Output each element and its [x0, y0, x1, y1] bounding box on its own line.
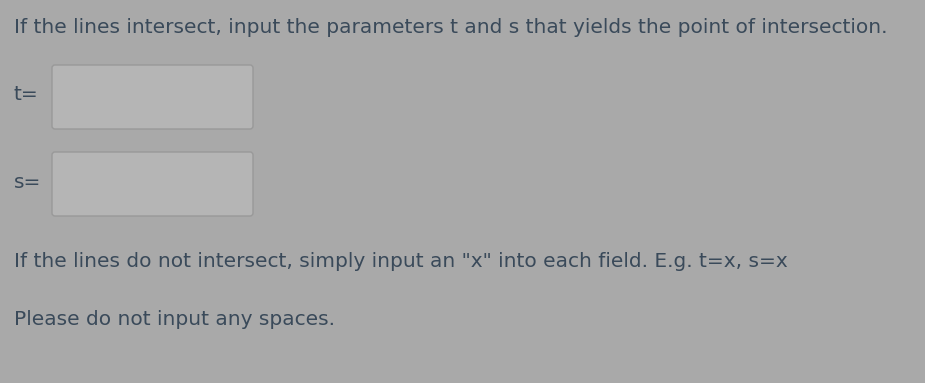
- FancyBboxPatch shape: [52, 65, 253, 129]
- Text: Please do not input any spaces.: Please do not input any spaces.: [14, 310, 335, 329]
- FancyBboxPatch shape: [52, 152, 253, 216]
- Text: s=: s=: [14, 172, 42, 192]
- Text: If the lines do not intersect, simply input an "x" into each field. E.g. t=x, s=: If the lines do not intersect, simply in…: [14, 252, 788, 271]
- Text: If the lines intersect, input the parameters t and s that yields the point of in: If the lines intersect, input the parame…: [14, 18, 887, 37]
- Text: t=: t=: [14, 85, 39, 105]
